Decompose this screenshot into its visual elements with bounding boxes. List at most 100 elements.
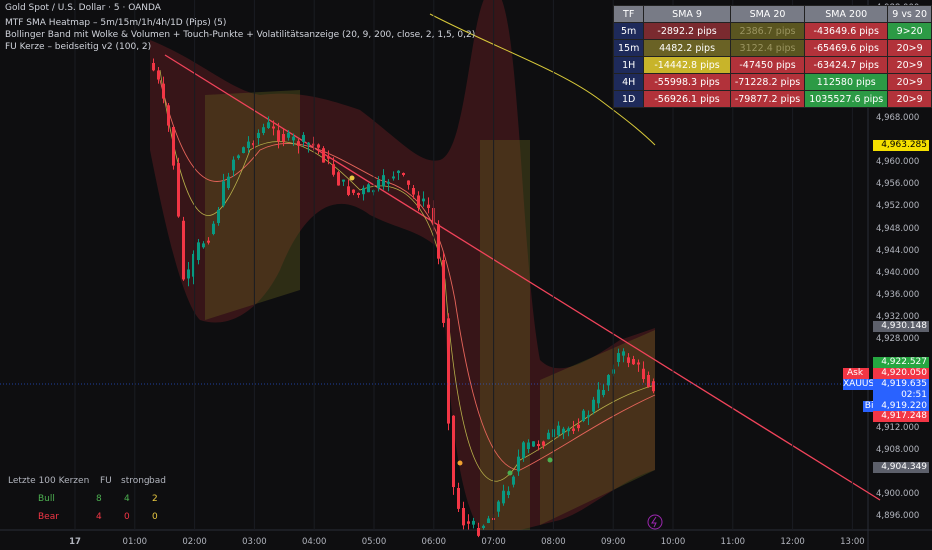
candle-body — [172, 127, 175, 166]
candle-body — [502, 490, 505, 504]
candle-body — [287, 132, 290, 138]
stats-column: FU — [100, 476, 112, 486]
candle-body — [617, 353, 620, 362]
candle-body — [507, 491, 510, 495]
table-row: 5m -2892.2 pips 2386.7 pips -43649.6 pip… — [612, 22, 932, 40]
candle-body — [212, 223, 215, 234]
price-tag: 4,919.635 — [873, 379, 929, 390]
candle-body — [497, 501, 500, 512]
price-tag: 4,922.527 — [873, 357, 929, 368]
candle-body — [542, 441, 545, 446]
y-tick-label: 4,936.000 — [876, 290, 919, 300]
candle-body — [267, 122, 270, 128]
indicator-label: Bollinger Band mit Wolke & Volumen + Tou… — [5, 30, 476, 40]
candle-body — [562, 428, 565, 434]
cell: 15m — [612, 39, 645, 57]
column-header: TF — [612, 5, 645, 23]
candle-body — [232, 159, 235, 171]
candle-body — [427, 204, 430, 208]
touch-point — [547, 457, 553, 463]
candle-body — [622, 351, 625, 356]
table-row: 4H -55998.3 pips -71228.2 pips 112580 pi… — [612, 73, 932, 91]
candle-body — [387, 181, 390, 184]
x-tick-label: 10:00 — [661, 537, 686, 547]
price-tag: 4,919.220 — [873, 401, 929, 412]
stats-value: 2 — [152, 494, 158, 504]
y-tick-label: 4,960.000 — [876, 157, 919, 167]
candle-body — [352, 189, 355, 193]
y-tick-label: 4,900.000 — [876, 489, 919, 499]
cell: 9>20 — [887, 22, 932, 40]
x-tick-label: 11:00 — [721, 537, 746, 547]
table-row: 1D -56926.1 pips -79877.2 pips 1035527.6… — [612, 90, 932, 108]
candle-body — [582, 410, 585, 421]
y-tick-label: 4,932.000 — [876, 312, 919, 322]
stats-value: 4 — [124, 494, 130, 504]
event-icon-bolt — [651, 516, 657, 528]
cell: 3122.4 pips — [729, 39, 806, 57]
volatility-zone — [205, 90, 655, 530]
event-icon[interactable] — [647, 514, 663, 530]
cell: -63424.7 pips — [804, 56, 889, 74]
cell: 20>9 — [887, 56, 932, 74]
symbol-tag: XAUUSD — [843, 379, 882, 390]
touch-point — [507, 470, 513, 476]
sma-table: TF SMA 9 SMA 20 SMA 200 9 vs 20 5m -2892… — [612, 5, 932, 108]
cell: -47450 pips — [729, 56, 806, 74]
table-row: 1H -14442.8 pips -47450 pips -63424.7 pi… — [612, 56, 932, 74]
x-tick-label: 01:00 — [123, 537, 148, 547]
candle-body — [347, 186, 350, 195]
candle-body — [367, 184, 370, 193]
candle-body — [577, 424, 580, 429]
candle-body — [362, 187, 365, 195]
candle-body — [537, 444, 540, 446]
candle-body — [607, 375, 610, 386]
x-tick-label: 09:00 — [601, 537, 626, 547]
symbol-title: Gold Spot / U.S. Dollar · 5 · OANDA — [5, 3, 161, 13]
price-tag: 4,930.148 — [873, 321, 929, 332]
y-tick-label: 4,952.000 — [876, 201, 919, 211]
candle-body — [422, 198, 425, 202]
x-tick-label: 05:00 — [362, 537, 387, 547]
candle-body — [272, 126, 275, 129]
candle-body — [527, 442, 530, 449]
candle-body — [262, 127, 265, 133]
candle-body — [282, 134, 285, 142]
stats-value: 0 — [124, 512, 130, 522]
candle-body — [222, 181, 225, 206]
candle-body — [207, 240, 210, 243]
candle-body — [652, 381, 655, 392]
candle-body — [342, 179, 345, 182]
bollinger-cloud — [150, 0, 655, 530]
candle-body — [632, 359, 635, 365]
candle-body — [177, 163, 180, 217]
ask-label: Ask — [843, 368, 869, 379]
y-tick-label: 4,948.000 — [876, 224, 919, 234]
cell: 1H — [612, 56, 645, 74]
candle-body — [182, 220, 185, 280]
candle-body — [162, 83, 165, 99]
candle-body — [447, 318, 450, 424]
cell: -14442.8 pips — [643, 56, 731, 74]
candle-body — [602, 389, 605, 395]
y-tick-label: 4,940.000 — [876, 268, 919, 278]
candle-body — [322, 148, 325, 163]
touch-point — [457, 460, 463, 466]
column-header: SMA 9 — [643, 5, 731, 23]
y-tick-label: 4,908.000 — [876, 445, 919, 455]
candle-body — [647, 375, 650, 388]
candle-body — [557, 425, 560, 436]
touch-point — [349, 175, 355, 181]
candle-body — [477, 528, 480, 536]
x-tick-label: 04:00 — [302, 537, 327, 547]
sma-20 — [159, 79, 656, 471]
candle-body — [452, 415, 455, 488]
candle-body — [237, 155, 240, 158]
stats-value: 0 — [152, 512, 158, 522]
x-tick-label: 13:00 — [840, 537, 865, 547]
candle-body — [307, 142, 310, 145]
cell: 5m — [612, 22, 645, 40]
y-tick-label: 4,956.000 — [876, 179, 919, 189]
candle-body — [407, 180, 410, 185]
candle-body — [597, 389, 600, 404]
